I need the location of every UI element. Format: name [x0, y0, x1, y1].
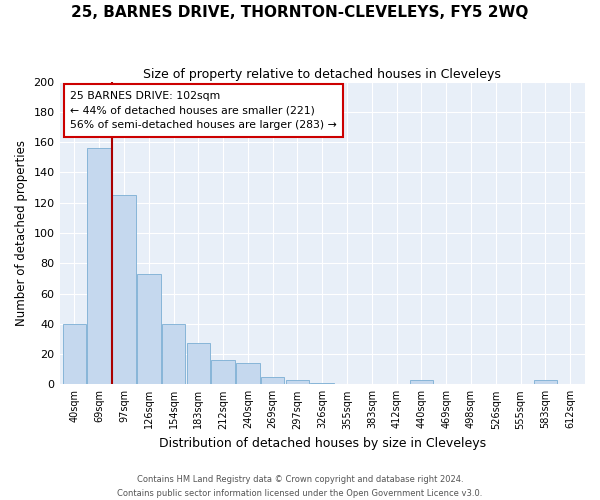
Bar [112, 195, 136, 384]
Bar [410, 380, 433, 384]
Bar [236, 363, 260, 384]
Text: 25 BARNES DRIVE: 102sqm
← 44% of detached houses are smaller (221)
56% of semi-d: 25 BARNES DRIVE: 102sqm ← 44% of detache… [70, 90, 337, 130]
Bar [62, 324, 86, 384]
X-axis label: Distribution of detached houses by size in Cleveleys: Distribution of detached houses by size … [159, 437, 486, 450]
Text: 25, BARNES DRIVE, THORNTON-CLEVELEYS, FY5 2WQ: 25, BARNES DRIVE, THORNTON-CLEVELEYS, FY… [71, 5, 529, 20]
Bar [211, 360, 235, 384]
Y-axis label: Number of detached properties: Number of detached properties [15, 140, 28, 326]
Bar [261, 376, 284, 384]
Text: Contains HM Land Registry data © Crown copyright and database right 2024.
Contai: Contains HM Land Registry data © Crown c… [118, 476, 482, 498]
Bar [187, 344, 210, 384]
Title: Size of property relative to detached houses in Cleveleys: Size of property relative to detached ho… [143, 68, 501, 80]
Bar [162, 324, 185, 384]
Bar [286, 380, 309, 384]
Bar [137, 274, 161, 384]
Bar [88, 148, 111, 384]
Bar [310, 383, 334, 384]
Bar [533, 380, 557, 384]
